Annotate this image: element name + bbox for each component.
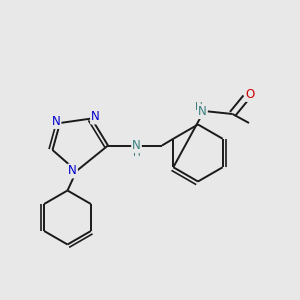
Text: N: N	[198, 105, 207, 118]
Text: N: N	[91, 110, 100, 124]
Text: N: N	[68, 164, 77, 178]
Text: H: H	[133, 148, 140, 158]
Text: O: O	[246, 88, 255, 101]
Text: H: H	[195, 102, 203, 112]
Text: N: N	[52, 115, 61, 128]
Text: N: N	[132, 139, 141, 152]
